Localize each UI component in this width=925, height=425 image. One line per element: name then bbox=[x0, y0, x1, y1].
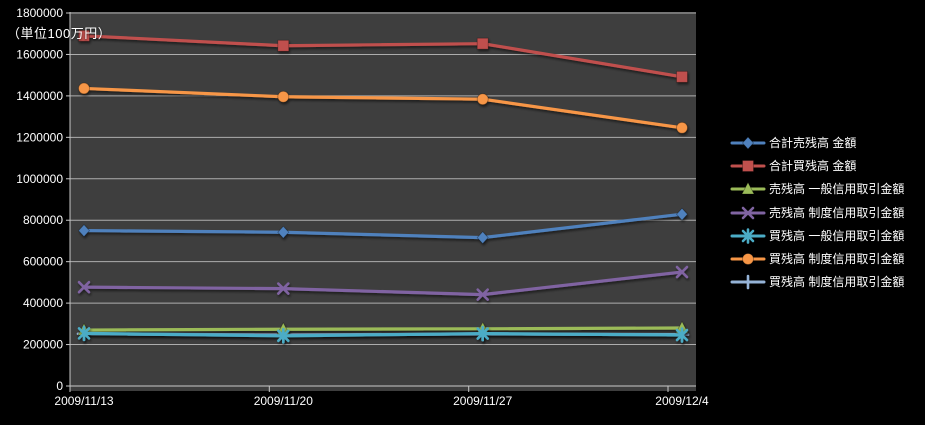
y-axis-tick-label: 600000 bbox=[23, 255, 63, 269]
data-point-marker bbox=[741, 136, 755, 150]
series-line bbox=[82, 331, 684, 338]
data-point-marker bbox=[741, 228, 755, 244]
data-point-marker bbox=[277, 328, 290, 344]
y-axis-tick-label: 1800000 bbox=[16, 6, 63, 20]
series-4 bbox=[77, 325, 689, 344]
series-line bbox=[82, 270, 684, 297]
data-point-marker bbox=[277, 225, 290, 239]
data-point-marker bbox=[476, 37, 489, 50]
legend-item: 買残高 一般信用取引金額 bbox=[730, 224, 904, 247]
data-point-marker bbox=[741, 206, 755, 219]
data-point-marker bbox=[77, 223, 91, 238]
legend-item: 合計売残高 金額 bbox=[730, 131, 904, 154]
legend-item: 買残高 制度信用取引金額 bbox=[730, 247, 904, 270]
x-axis-tick-label: 2009/11/13 bbox=[54, 394, 113, 408]
x-axis-tick-label: 2009/11/27 bbox=[453, 394, 512, 408]
y-axis-tick-label: 200000 bbox=[23, 338, 63, 352]
legend-item: 売残高 一般信用取引金額 bbox=[730, 178, 904, 201]
series-1 bbox=[78, 29, 688, 83]
x-axis-tick-label: 2009/12/4 bbox=[655, 394, 709, 408]
data-point-marker bbox=[741, 181, 755, 195]
legend-marker-icon bbox=[730, 206, 766, 219]
legend-marker-icon bbox=[730, 253, 766, 266]
legend-label: 売残高 制度信用取引金額 bbox=[769, 205, 905, 220]
data-point-marker bbox=[676, 121, 688, 134]
legend-label: 買残高 制度信用取引金額 bbox=[769, 275, 905, 290]
y-axis-tick-label: 1600000 bbox=[16, 47, 63, 61]
legend-label: 買残高 一般信用取引金額 bbox=[769, 228, 905, 243]
legend-item: 売残高 制度信用取引金額 bbox=[730, 201, 904, 224]
legend-item: 合計買残高 金額 bbox=[730, 154, 904, 177]
data-point-marker bbox=[77, 325, 91, 342]
series-line bbox=[82, 212, 684, 240]
data-point-marker bbox=[675, 265, 689, 279]
legend-marker-icon bbox=[730, 160, 766, 172]
legend-marker-icon bbox=[730, 228, 766, 244]
legend-label: 買残高 制度信用取引金額 bbox=[769, 252, 905, 267]
series-line bbox=[82, 326, 684, 332]
data-point-marker bbox=[476, 325, 489, 342]
data-point-marker bbox=[742, 160, 754, 172]
data-point-marker bbox=[675, 327, 689, 343]
legend-marker-icon bbox=[730, 136, 766, 150]
series-0 bbox=[77, 207, 689, 245]
data-point-marker bbox=[742, 253, 754, 266]
data-point-marker bbox=[476, 93, 489, 106]
data-point-marker bbox=[77, 280, 91, 294]
series-5 bbox=[78, 82, 688, 134]
legend-label: 合計売残高 金額 bbox=[769, 135, 857, 150]
y-axis-tick-label: 1200000 bbox=[16, 130, 63, 144]
data-point-marker bbox=[740, 275, 756, 290]
data-point-marker bbox=[277, 90, 290, 103]
data-point-marker bbox=[277, 39, 290, 52]
data-point-marker bbox=[676, 70, 688, 83]
legend-label: 売残高 一般信用取引金額 bbox=[769, 182, 905, 197]
data-point-marker bbox=[277, 282, 290, 295]
series-line bbox=[82, 34, 684, 79]
y-axis-tick-label: 1400000 bbox=[16, 89, 63, 103]
legend-item: 買残高 制度信用取引金額 bbox=[730, 271, 904, 294]
series-line bbox=[82, 86, 684, 130]
data-point-marker bbox=[476, 288, 489, 301]
series-3 bbox=[77, 265, 689, 301]
legend-marker-icon bbox=[730, 275, 766, 290]
y-axis-tick-label: 0 bbox=[56, 379, 63, 393]
legend: 合計売残高 金額 合計買残高 金額売残高 一般信用取引金額 売残高 制度信用取引金額… bbox=[730, 131, 904, 294]
data-point-marker bbox=[675, 207, 689, 221]
data-point-marker bbox=[78, 29, 90, 42]
data-point-marker bbox=[78, 82, 90, 95]
unit-label: （単位100万円） bbox=[7, 26, 112, 41]
data-point-marker bbox=[476, 231, 489, 245]
y-axis-tick-label: 1000000 bbox=[16, 172, 63, 186]
y-axis-tick-label: 400000 bbox=[23, 296, 63, 310]
y-axis-tick-label: 800000 bbox=[23, 213, 63, 227]
x-axis-tick-label: 2009/11/20 bbox=[254, 394, 313, 408]
legend-marker-icon bbox=[730, 181, 766, 195]
legend-label: 合計買残高 金額 bbox=[769, 158, 857, 173]
